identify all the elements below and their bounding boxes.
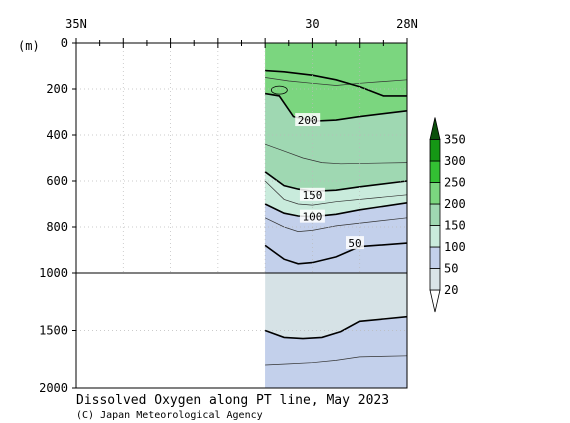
axes-layer: 0 200 400 600 800 1000 1500 2000 35N 30 28N xyxy=(39,17,418,395)
thin-contour-2 xyxy=(264,180,408,206)
colorbar-box-250 xyxy=(429,160,441,183)
y-tick-label-1500: 1500 xyxy=(39,324,68,338)
colorbar: 20 50 100 150 200 250 300 350 xyxy=(429,117,466,313)
y-tick-label-800: 800 xyxy=(46,220,68,234)
colorbar-box-50 xyxy=(429,246,441,269)
colorbar-box-100 xyxy=(429,225,441,248)
colorbar-box-150 xyxy=(429,203,441,226)
fill-200-250 xyxy=(265,43,407,122)
depth-unit-label: (m) xyxy=(18,39,40,53)
colorbar-box-300 xyxy=(429,139,441,162)
fill-100-150 xyxy=(265,171,407,217)
colorbar-label-300: 300 xyxy=(444,154,466,168)
colorbar-min-triangle xyxy=(429,289,441,313)
chart-title: Dissolved Oxygen along PT line, May 2023 xyxy=(76,393,389,408)
y-tick-label-200: 200 xyxy=(46,82,68,96)
contour-line-0 xyxy=(265,69,407,97)
contour-label-bg-1 xyxy=(299,187,325,201)
fill-150-200 xyxy=(265,93,407,192)
thin-contour-1 xyxy=(264,143,408,165)
colorbar-box-200 xyxy=(429,182,441,205)
contour-label-50: 50 xyxy=(348,237,361,250)
local-minimum-contour xyxy=(270,85,288,95)
colorbar-label-50: 50 xyxy=(444,262,458,276)
y-tick-label-1000: 1000 xyxy=(39,266,68,280)
x-tick-label-28N: 28N xyxy=(396,17,418,31)
colorbar-label-350: 350 xyxy=(444,133,466,147)
colorbar-label-200: 200 xyxy=(444,197,466,211)
colorbar-label-250: 250 xyxy=(444,176,466,190)
colorbar-label-100: 100 xyxy=(444,240,466,254)
x-tick-label-35N: 35N xyxy=(65,17,87,31)
contour-label-100: 100 xyxy=(302,211,322,224)
thin-contour-layer xyxy=(264,77,408,366)
oxygen-fill-layer xyxy=(265,43,407,388)
y-tick-label-400: 400 xyxy=(46,128,68,142)
y-tick-label-600: 600 xyxy=(46,174,68,188)
contour-label-200: 200 xyxy=(298,114,318,127)
thin-contour-0 xyxy=(265,77,408,86)
colorbar-label-150: 150 xyxy=(444,219,466,233)
colorbar-max-triangle xyxy=(429,117,441,140)
thin-contour-4 xyxy=(265,355,408,366)
colorbar-label-20: 20 xyxy=(444,283,458,297)
chart-credit: (C) Japan Meteorological Agency xyxy=(76,410,263,421)
colorbar-box-20 xyxy=(429,268,441,291)
thin-contour-3 xyxy=(264,217,408,232)
contour-label-bg-2 xyxy=(299,209,325,223)
y-tick-label-2000: 2000 xyxy=(39,381,68,395)
fill-deep-below-50 xyxy=(265,316,407,388)
fill-below-50 xyxy=(265,243,407,273)
contour-line-4 xyxy=(264,315,408,340)
x-tick-label-30: 30 xyxy=(305,17,319,31)
y-tick-label-0: 0 xyxy=(61,36,68,50)
contour-label-bg-0 xyxy=(295,113,321,127)
